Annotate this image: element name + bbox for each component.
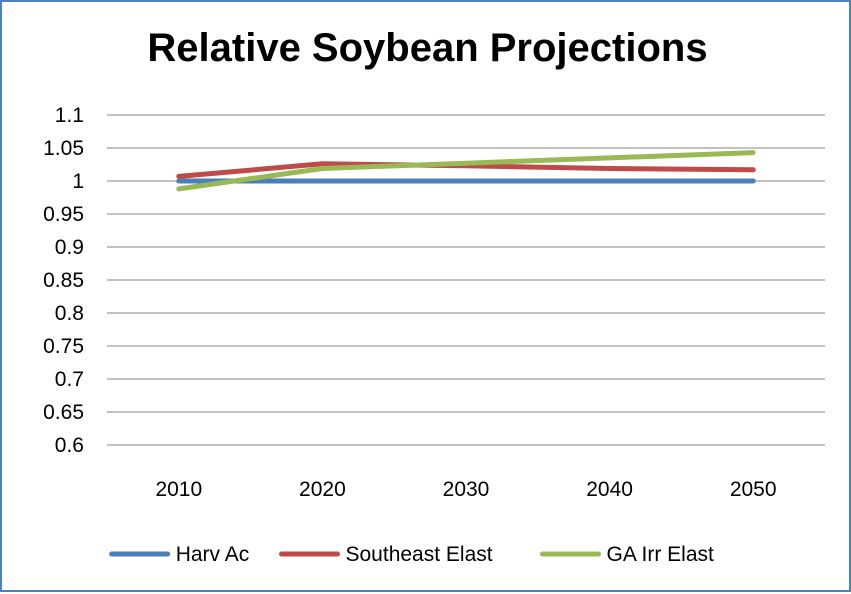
series-line <box>176 161 756 179</box>
x-tick-label: 2010 <box>155 478 202 501</box>
legend-label: Harv Ac <box>176 543 250 566</box>
y-tick-label: 1 <box>72 170 84 193</box>
x-tick-label: 2050 <box>730 478 777 501</box>
y-tick-label: 0.9 <box>55 236 84 259</box>
y-tick-label: 0.65 <box>43 401 84 424</box>
x-tick-label: 2020 <box>299 478 346 501</box>
series-line <box>176 150 756 192</box>
y-tick-label: 0.8 <box>55 302 84 325</box>
y-tick-label: 0.85 <box>43 269 84 292</box>
x-tick-label: 2040 <box>586 478 633 501</box>
legend-label: Southeast Elast <box>346 543 493 566</box>
y-tick-label: 0.75 <box>43 335 84 358</box>
y-tick-label: 0.6 <box>55 434 84 457</box>
y-tick-label: 1.05 <box>43 137 84 160</box>
chart-title: Relative Soybean Projections <box>147 26 708 70</box>
y-tick-label: 1.1 <box>55 104 84 127</box>
y-tick-label: 0.7 <box>55 368 84 391</box>
y-tick-label: 0.95 <box>43 203 84 226</box>
legend-label: GA Irr Elast <box>607 543 715 566</box>
x-tick-label: 2030 <box>443 478 490 501</box>
